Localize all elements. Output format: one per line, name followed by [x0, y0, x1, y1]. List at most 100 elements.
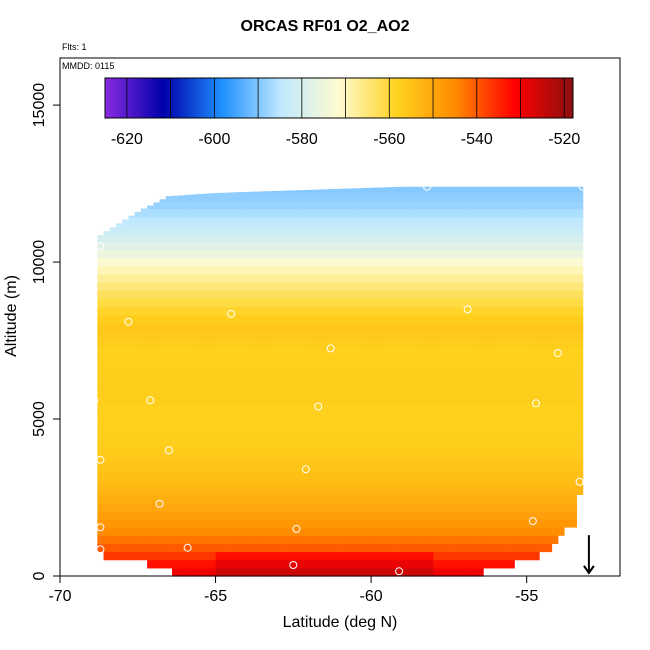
heatmap-cell: [290, 412, 298, 422]
heatmap-cell: [358, 412, 366, 422]
heatmap-cell: [576, 363, 584, 373]
heatmap-cell: [383, 331, 391, 340]
heatmap-cell: [302, 380, 310, 389]
heatmap-cell: [377, 306, 385, 316]
heatmap-cell: [364, 518, 372, 528]
heatmap-cell: [296, 551, 304, 561]
heatmap-cell: [165, 282, 173, 291]
heatmap-cell: [526, 453, 534, 463]
heatmap-cell: [196, 567, 204, 577]
heatmap-cell: [97, 404, 105, 414]
heatmap-cell: [501, 265, 509, 275]
heatmap-cell: [315, 404, 322, 414]
heatmap-cell: [420, 518, 428, 528]
heatmap-cell: [383, 273, 391, 283]
heatmap-cell: [190, 290, 198, 300]
heatmap-cell: [321, 445, 329, 455]
heatmap-cell: [296, 233, 304, 242]
heatmap-cell: [259, 445, 266, 455]
heatmap-cell: [277, 429, 285, 438]
heatmap-cell: [134, 494, 142, 504]
heatmap-cell: [520, 306, 528, 316]
heatmap-cell: [564, 339, 571, 349]
heatmap-cell: [464, 257, 472, 267]
heatmap-cell: [234, 412, 242, 422]
sample-point: [326, 344, 335, 353]
heatmap-cell: [352, 404, 360, 414]
heatmap-cell: [352, 257, 360, 267]
heatmap-cell: [501, 437, 509, 446]
heatmap-cell: [420, 290, 428, 300]
heatmap-cell: [147, 494, 154, 504]
colorbar-segment: [185, 78, 189, 118]
heatmap-cell: [476, 355, 484, 365]
heatmap-cell: [290, 469, 298, 479]
heatmap-cell: [476, 543, 484, 553]
heatmap-cell: [545, 486, 553, 495]
heatmap-cell: [240, 453, 248, 463]
heatmap-cell: [352, 363, 360, 373]
heatmap-cell: [476, 192, 484, 202]
heatmap-cell: [402, 298, 410, 308]
heatmap-cell: [165, 445, 173, 455]
heatmap-cell: [371, 567, 378, 577]
heatmap-cell: [128, 396, 136, 406]
heatmap-cell: [352, 290, 360, 300]
heatmap-cell: [209, 347, 217, 357]
heatmap-cell: [159, 388, 167, 398]
heatmap-cell: [265, 486, 273, 495]
heatmap-cell: [433, 510, 441, 520]
heatmap-cell: [464, 249, 472, 259]
colorbar-segment: [240, 78, 244, 118]
colorbar-segment: [562, 78, 565, 118]
heatmap-cell: [147, 257, 154, 267]
heatmap-cell: [190, 412, 198, 422]
heatmap-cell: [483, 282, 490, 291]
colorbar-segment: [415, 78, 419, 118]
heatmap-cell: [551, 486, 559, 495]
heatmap-cell: [495, 420, 503, 430]
heatmap-cell: [240, 461, 248, 471]
heatmap-cell: [340, 412, 347, 422]
heatmap-cell: [165, 371, 173, 381]
heatmap-cell: [526, 437, 534, 446]
heatmap-cell: [159, 347, 167, 357]
heatmap-cell: [408, 257, 416, 267]
sample-point: [575, 477, 584, 486]
colorbar-segment: [251, 78, 255, 118]
heatmap-cell: [445, 186, 453, 193]
heatmap-cell: [265, 371, 273, 381]
heatmap-cell: [165, 543, 173, 553]
heatmap-cell: [389, 265, 397, 275]
heatmap-cell: [501, 314, 509, 324]
heatmap-cell: [420, 200, 428, 210]
heatmap-cell: [352, 282, 360, 291]
heatmap-cell: [452, 273, 459, 283]
heatmap-cell: [576, 322, 584, 332]
heatmap-cell: [452, 290, 459, 300]
heatmap-cell: [228, 510, 235, 520]
colorbar-segment: [408, 78, 412, 118]
heatmap-cell: [427, 551, 434, 561]
heatmap-cell: [333, 241, 341, 251]
heatmap-cell: [190, 273, 198, 283]
heatmap-cell: [134, 298, 142, 308]
heatmap-cell: [228, 347, 235, 357]
heatmap-cell: [109, 227, 117, 234]
heatmap-cell: [458, 412, 466, 422]
heatmap-cell: [140, 502, 148, 512]
heatmap-cell: [557, 355, 565, 365]
heatmap-cell: [570, 249, 578, 259]
heatmap-cell: [427, 249, 434, 259]
heatmap-cell: [122, 380, 130, 389]
heatmap-cell: [153, 469, 161, 479]
heatmap-cell: [340, 363, 347, 373]
heatmap-cell: [352, 478, 360, 487]
heatmap-cell: [252, 371, 260, 381]
colorbar-segment: [164, 78, 167, 118]
heatmap-cell: [153, 208, 161, 218]
heatmap-cell: [190, 314, 198, 324]
heatmap-cell: [427, 273, 434, 283]
heatmap-cell: [165, 196, 173, 202]
heatmap-cell: [190, 233, 198, 242]
